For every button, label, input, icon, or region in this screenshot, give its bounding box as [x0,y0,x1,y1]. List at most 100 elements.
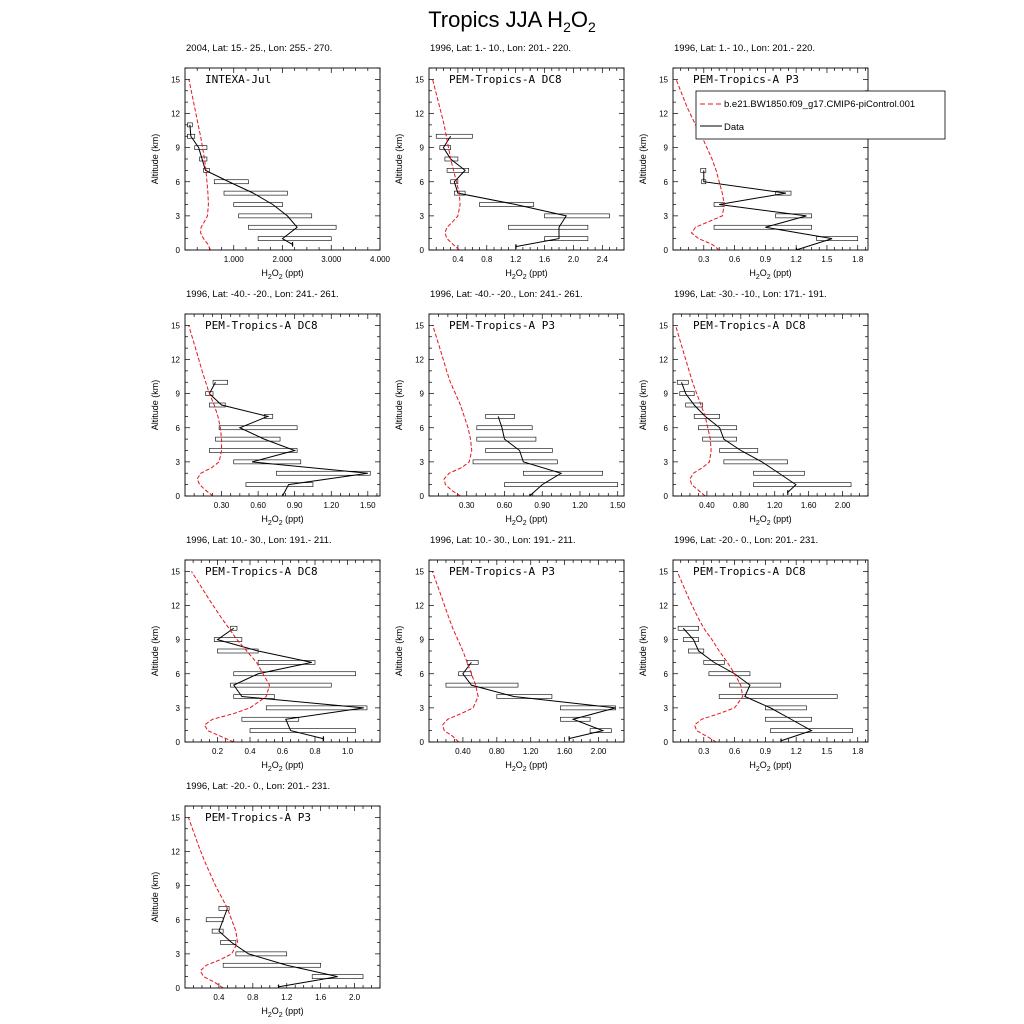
x-tick-label: 0.3 [698,747,710,756]
x-axis-label: H2O2 (ppt) [749,514,791,527]
y-tick-label: 3 [420,458,425,467]
campaign-label: INTEXA-Jul [205,73,271,86]
x-tick-label: 1.6 [539,255,551,264]
x-tick-label: 1.5 [821,255,833,264]
range-bar [245,482,314,487]
y-tick-label: 9 [420,390,425,399]
range-bar [729,682,782,688]
range-bar [753,482,852,487]
x-tick-label: 1.2 [281,993,293,1002]
legend-model-label: b.e21.BW1850.f09_g17.CMIP6-piControl.001 [724,99,915,110]
x-tick-label: 3.000 [321,255,342,264]
range-bar [496,694,553,699]
y-tick-label: 15 [171,321,180,330]
y-tick-label: 6 [420,670,425,679]
legend-box [695,90,946,140]
x-tick-label: 0.9 [760,747,772,756]
campaign-label: PEM-Tropics-A DC8 [205,565,318,578]
range-bar [276,470,371,476]
range-bar [589,728,612,733]
range-bar [445,682,519,688]
y-tick-label: 15 [659,321,668,330]
plot-frame [428,313,625,497]
panel-9: 1996, Lat: -20.- 0., Lon: 201.- 231. 0 3 6 9… [638,535,869,773]
x-tick-label: 0.8 [309,747,321,756]
range-bar [249,728,356,733]
data-line [703,170,833,250]
data-line [216,627,364,740]
x-tick-label: 1.6 [315,993,327,1002]
range-bar [215,436,281,442]
range-bar [765,716,812,722]
campaign-label: PEM-Tropics-A P3 [449,565,555,578]
y-tick-label: 12 [659,602,668,611]
x-tick-label: 0.30 [459,501,475,510]
y-tick-label: 15 [171,567,180,576]
y-tick-label: 12 [171,602,180,611]
panel-10: 1996, Lat: -20.- 0., Lon: 201.- 231. 0 3 6 9… [150,781,381,1019]
y-tick-label: 9 [664,636,669,645]
y-tick-label: 3 [664,704,669,713]
x-tick-label: 1.50 [610,501,626,510]
range-bar [257,236,332,241]
data-line [497,416,563,496]
y-tick-label: 12 [659,356,668,365]
range-bar [816,236,859,241]
x-tick-label: 1.0 [342,747,354,756]
y-tick-label: 0 [176,246,181,255]
x-axis-label: H2O2 (ppt) [261,760,303,773]
y-tick-label: 3 [420,704,425,713]
range-bar [560,716,591,722]
plot-area [188,325,371,496]
plot-area [675,325,852,496]
range-bar [233,694,275,699]
y-tick-label: 0 [176,984,181,993]
range-bar [212,379,228,385]
range-bar [466,660,479,665]
y-axis-label: Altitude (km) [638,626,648,677]
model-line [188,325,223,496]
range-bar [282,493,284,496]
x-tick-label: 0.60 [497,501,513,510]
range-bar [446,168,470,173]
panel-4: 1996, Lat: -40.- -20., Lon: 241.- 261. 0 3… [150,289,381,527]
range-bar [508,224,589,230]
range-bar [230,682,332,688]
legend-data-label: Data [724,122,745,133]
range-bar [693,414,720,419]
model-line [676,571,744,742]
x-tick-label: 2.000 [272,255,293,264]
range-bar [682,637,699,642]
range-bar [765,705,807,711]
range-bar [311,974,364,979]
range-bar [205,391,214,396]
model-line [675,325,712,496]
range-bar [199,156,208,162]
x-tick-label: 1.60 [557,747,573,756]
range-bar [523,470,603,476]
y-tick-label: 9 [420,144,425,153]
x-tick-label: 0.4 [452,255,464,264]
x-tick-label: 2.00 [835,501,851,510]
range-bar [723,459,788,465]
plot-frame [672,559,869,743]
y-tick-label: 12 [415,356,424,365]
y-axis-label: Altitude (km) [394,626,404,677]
y-tick-label: 9 [664,144,669,153]
range-bar [230,625,238,631]
plot-area [432,79,610,250]
plot-frame [184,67,381,251]
y-tick-label: 3 [664,458,669,467]
x-tick-label: 1.2 [791,747,803,756]
y-tick-label: 6 [176,916,181,925]
range-bar [795,247,798,250]
y-tick-label: 3 [176,704,181,713]
x-tick-label: 0.30 [214,501,230,510]
y-tick-label: 3 [664,212,669,221]
y-tick-label: 0 [664,492,669,501]
x-tick-label: 0.8 [481,255,493,264]
range-bar [222,962,321,968]
panel-subtitle: 1996, Lat: -20.- 0., Lon: 201.- 231. [674,535,818,546]
x-tick-label: 0.8 [247,993,259,1002]
panel-subtitle: 1996, Lat: 1.- 10., Lon: 201.- 220. [674,43,815,54]
